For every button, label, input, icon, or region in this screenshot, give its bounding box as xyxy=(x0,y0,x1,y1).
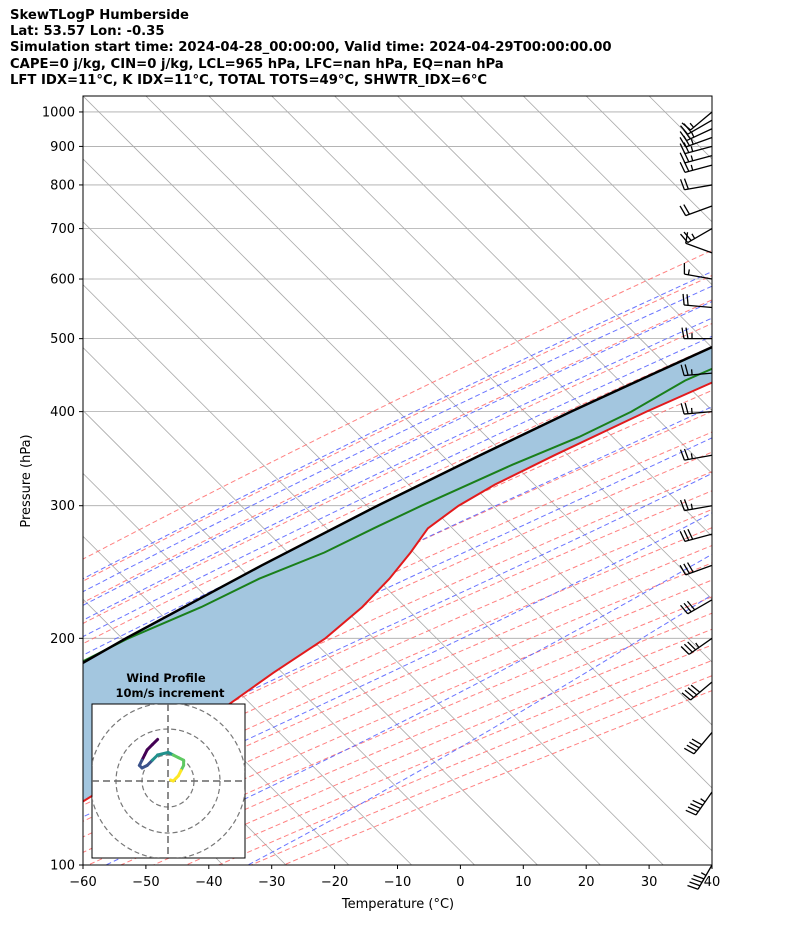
wind-barb xyxy=(680,637,713,655)
isotherm-line xyxy=(83,535,412,865)
wind-barb xyxy=(679,528,713,543)
dry-adiabat xyxy=(218,659,712,865)
hodograph-plot xyxy=(92,704,245,858)
isotherm-line xyxy=(397,96,712,412)
isotherm-line xyxy=(145,96,712,663)
mixing-ratio-line xyxy=(755,96,794,279)
x-tick-label: 10 xyxy=(515,875,532,890)
wind-barbs xyxy=(679,111,713,890)
x-tick-label: −20 xyxy=(321,875,348,890)
wind-barb xyxy=(683,262,713,280)
isotherm-line xyxy=(711,96,712,97)
wind-barb xyxy=(679,160,713,173)
dry-adiabat xyxy=(283,690,712,865)
dry-adiabat xyxy=(83,249,712,560)
dry-adiabat xyxy=(83,322,712,624)
isotherm-line xyxy=(83,221,712,852)
y-tick-label: 600 xyxy=(50,273,75,288)
dry-adiabat xyxy=(83,431,712,721)
x-tick-label: −40 xyxy=(195,875,222,890)
wind-barb xyxy=(687,864,713,890)
y-tick-label: 300 xyxy=(50,499,75,514)
isotherm-line xyxy=(208,96,712,600)
stability-indices-2: LFT IDX=11°C, K IDX=11°C, TOTAL TOTS=49°… xyxy=(10,72,488,88)
x-tick-label: −50 xyxy=(132,875,159,890)
hodograph-title: Wind Profile xyxy=(126,671,206,685)
dry-adiabat xyxy=(251,675,712,865)
y-tick-label: 800 xyxy=(50,178,75,193)
isotherm-line xyxy=(648,96,712,160)
isotherm-line xyxy=(523,96,712,286)
moist-adiabat xyxy=(83,285,712,593)
wind-barb xyxy=(679,151,713,164)
moist-adiabat xyxy=(83,472,712,771)
wind-barb xyxy=(679,562,713,576)
temperature-profile xyxy=(83,381,712,803)
wind-barb xyxy=(679,204,713,217)
parcel-profile xyxy=(83,345,712,665)
wind-barb xyxy=(680,402,713,415)
wind-barb xyxy=(680,364,713,377)
wind-barb xyxy=(679,448,713,461)
y-axis-label: Pressure (hPa) xyxy=(19,434,34,527)
dry-adiabat xyxy=(83,471,712,756)
profile-lines xyxy=(83,345,712,803)
y-tick-label: 200 xyxy=(50,632,75,647)
y-tick-label: 400 xyxy=(50,405,75,420)
isotherm-line xyxy=(83,472,475,865)
wind-barb xyxy=(685,232,713,254)
x-tick-label: −30 xyxy=(258,875,285,890)
y-tick-label: 900 xyxy=(50,140,75,155)
hodograph-trace xyxy=(156,750,170,757)
hodograph-trace xyxy=(169,778,175,783)
wind-barb xyxy=(682,293,713,309)
wind-barb xyxy=(681,681,713,701)
simulation-times: Simulation start time: 2024-04-28_00:00:… xyxy=(10,40,612,56)
dewpoint-profile xyxy=(83,367,712,663)
isotherm-line xyxy=(775,96,794,865)
wind-barb xyxy=(680,599,713,615)
chart-header: SkewTLogP Humberside Lat: 53.57 Lon: -0.… xyxy=(10,8,612,89)
x-tick-label: −60 xyxy=(69,875,96,890)
y-tick-label: 100 xyxy=(50,859,75,874)
stability-indices-1: CAPE=0 j/kg, CIN=0 j/kg, LCL=965 hPa, LF… xyxy=(10,56,504,72)
isotherm-line xyxy=(334,96,712,474)
wind-barb xyxy=(679,142,713,155)
wind-barb xyxy=(685,791,713,816)
isotherm-line xyxy=(271,96,712,537)
x-tick-label: 30 xyxy=(641,875,658,890)
station-title: SkewTLogP Humberside xyxy=(10,8,190,23)
hodograph-inset: Wind Profile 10m/s increment xyxy=(91,671,246,859)
wind-barb xyxy=(681,327,712,340)
dry-adiabat xyxy=(83,299,712,604)
y-tick-label: 500 xyxy=(50,332,75,347)
axes: −60 −50 −40 −30 −20 −10 0 10 20 30 40 100 200 300 400 5… xyxy=(42,105,720,890)
wind-barb xyxy=(683,731,713,755)
isotherm-line xyxy=(83,284,664,865)
x-tick-label: 20 xyxy=(578,875,595,890)
isotherm-line xyxy=(83,347,601,865)
y-tick-label: 1000 xyxy=(42,105,75,120)
x-axis-label: Temperature (°C) xyxy=(341,897,454,912)
station-coords: Lat: 53.57 Lon: -0.35 xyxy=(10,24,165,40)
dry-adiabat xyxy=(83,508,712,790)
moist-adiabat xyxy=(83,335,712,638)
wind-barb xyxy=(680,228,713,244)
isotherm-line xyxy=(83,158,712,789)
cin-shading xyxy=(83,347,712,802)
dry-adiabat xyxy=(83,275,712,582)
wind-barb xyxy=(679,178,713,191)
isotherm-line xyxy=(460,96,712,349)
hodograph-subtitle: 10m/s increment xyxy=(116,686,225,700)
wind-barb xyxy=(679,499,713,512)
isotherm-line xyxy=(83,409,538,865)
x-tick-label: 0 xyxy=(456,875,464,890)
dry-adiabat xyxy=(83,544,712,822)
x-tick-label: 40 xyxy=(704,875,721,890)
moist-adiabat xyxy=(83,271,712,580)
y-tick-label: 700 xyxy=(50,222,75,237)
x-tick-label: −10 xyxy=(384,875,411,890)
